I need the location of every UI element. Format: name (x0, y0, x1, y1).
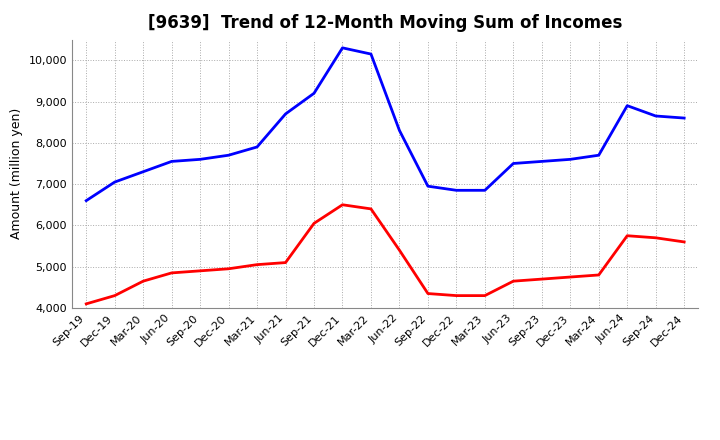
Ordinary Income (395, 128, 404, 133)
Ordinary Income (139, 169, 148, 174)
Net Income (566, 275, 575, 280)
Ordinary Income (680, 115, 688, 121)
Net Income (623, 233, 631, 238)
Ordinary Income (110, 180, 119, 185)
Net Income (537, 276, 546, 282)
Ordinary Income (480, 188, 489, 193)
Net Income (225, 266, 233, 271)
Net Income (282, 260, 290, 265)
Net Income (395, 248, 404, 253)
Net Income (310, 221, 318, 226)
Ordinary Income (595, 153, 603, 158)
Net Income (366, 206, 375, 212)
Y-axis label: Amount (million yen): Amount (million yen) (10, 108, 23, 239)
Net Income (680, 239, 688, 245)
Ordinary Income (623, 103, 631, 108)
Net Income (595, 272, 603, 278)
Net Income (423, 291, 432, 296)
Line: Net Income: Net Income (86, 205, 684, 304)
Ordinary Income (423, 183, 432, 189)
Ordinary Income (225, 153, 233, 158)
Ordinary Income (537, 159, 546, 164)
Ordinary Income (509, 161, 518, 166)
Ordinary Income (652, 114, 660, 119)
Net Income (82, 301, 91, 307)
Ordinary Income (452, 188, 461, 193)
Net Income (253, 262, 261, 267)
Ordinary Income (366, 51, 375, 57)
Net Income (110, 293, 119, 298)
Ordinary Income (282, 111, 290, 117)
Ordinary Income (167, 159, 176, 164)
Line: Ordinary Income: Ordinary Income (86, 48, 684, 201)
Net Income (338, 202, 347, 207)
Ordinary Income (566, 157, 575, 162)
Net Income (480, 293, 489, 298)
Ordinary Income (338, 45, 347, 51)
Ordinary Income (196, 157, 204, 162)
Net Income (509, 279, 518, 284)
Net Income (167, 270, 176, 275)
Ordinary Income (310, 91, 318, 96)
Net Income (652, 235, 660, 240)
Title: [9639]  Trend of 12-Month Moving Sum of Incomes: [9639] Trend of 12-Month Moving Sum of I… (148, 15, 622, 33)
Net Income (196, 268, 204, 274)
Ordinary Income (253, 144, 261, 150)
Net Income (452, 293, 461, 298)
Net Income (139, 279, 148, 284)
Ordinary Income (82, 198, 91, 203)
